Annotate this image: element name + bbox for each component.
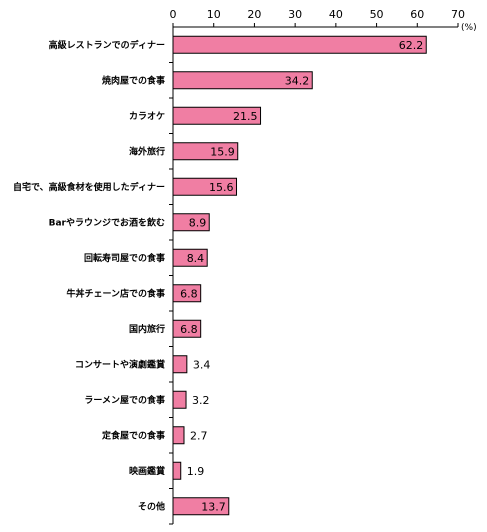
x-tick-label: 20 xyxy=(247,8,261,21)
category-label: 自宅で、高級食材を使用したディナー xyxy=(13,181,165,193)
category-label: 定食屋での食事 xyxy=(101,429,165,441)
category-label: 映画鑑賞 xyxy=(129,465,165,477)
bar-value-label: 34.2 xyxy=(285,74,310,87)
x-tick-label: 50 xyxy=(370,8,384,21)
bar xyxy=(172,426,185,445)
x-tick-label: 40 xyxy=(329,8,343,21)
bar-value-label: 2.7 xyxy=(190,429,208,442)
x-tick-label: 10 xyxy=(207,8,221,21)
x-tick-label: 70 xyxy=(451,8,465,21)
category-label: ラーメン屋での食事 xyxy=(84,394,165,406)
bar-value-label: 1.9 xyxy=(187,465,205,478)
bar xyxy=(172,35,427,54)
category-label: 焼肉屋での食事 xyxy=(102,74,165,86)
bar xyxy=(172,497,230,516)
bar-value-label: 13.7 xyxy=(201,500,226,513)
bar xyxy=(172,106,262,125)
bar xyxy=(172,461,182,480)
bar xyxy=(172,248,208,267)
x-axis-unit-label: (%) xyxy=(461,23,477,33)
bar-value-label: 8.9 xyxy=(189,216,207,229)
bar-value-label: 15.6 xyxy=(209,181,234,194)
category-label: 牛丼チェーン店での食事 xyxy=(66,287,165,299)
bar xyxy=(172,355,188,374)
bar-value-label: 8.4 xyxy=(187,252,205,265)
category-label: 海外旅行 xyxy=(129,145,165,157)
bar xyxy=(172,142,239,161)
x-tick-label: 30 xyxy=(288,8,302,21)
bar xyxy=(172,177,238,196)
bar-value-label: 15.9 xyxy=(210,145,235,158)
category-label: Barやラウンジでお酒を飲む xyxy=(49,216,165,228)
bar-value-label: 3.4 xyxy=(193,358,211,371)
category-label: コンサートや演劇鑑賞 xyxy=(75,358,165,370)
bar-value-label: 21.5 xyxy=(233,110,258,123)
bar xyxy=(172,319,202,338)
category-label: 回転寿司屋での食事 xyxy=(84,252,165,264)
x-tick-label: 60 xyxy=(410,8,424,21)
x-tick-label: 0 xyxy=(170,8,177,21)
bar-value-label: 62.2 xyxy=(399,39,424,52)
category-label: その他 xyxy=(138,500,165,512)
bars: 62.2 34.2 21.5 15.9 15.6 8.9 8.4 6.8 6.8 3.4 3.2 2.… xyxy=(172,35,427,516)
bar-value-label: 3.2 xyxy=(192,394,210,407)
bar xyxy=(172,390,187,409)
bar-value-label: 6.8 xyxy=(180,323,198,336)
category-label: カラオケ xyxy=(129,111,165,122)
category-label: 国内旅行 xyxy=(129,323,165,335)
bar xyxy=(172,213,210,232)
category-labels: 高級レストランでのディナー焼肉屋での食事カラオケ海外旅行自宅で、高級食材を使用し… xyxy=(13,39,165,513)
bar-value-label: 6.8 xyxy=(180,287,198,300)
category-label: 高級レストランでのディナー xyxy=(49,39,165,51)
bar xyxy=(172,284,202,303)
bar xyxy=(172,71,313,90)
